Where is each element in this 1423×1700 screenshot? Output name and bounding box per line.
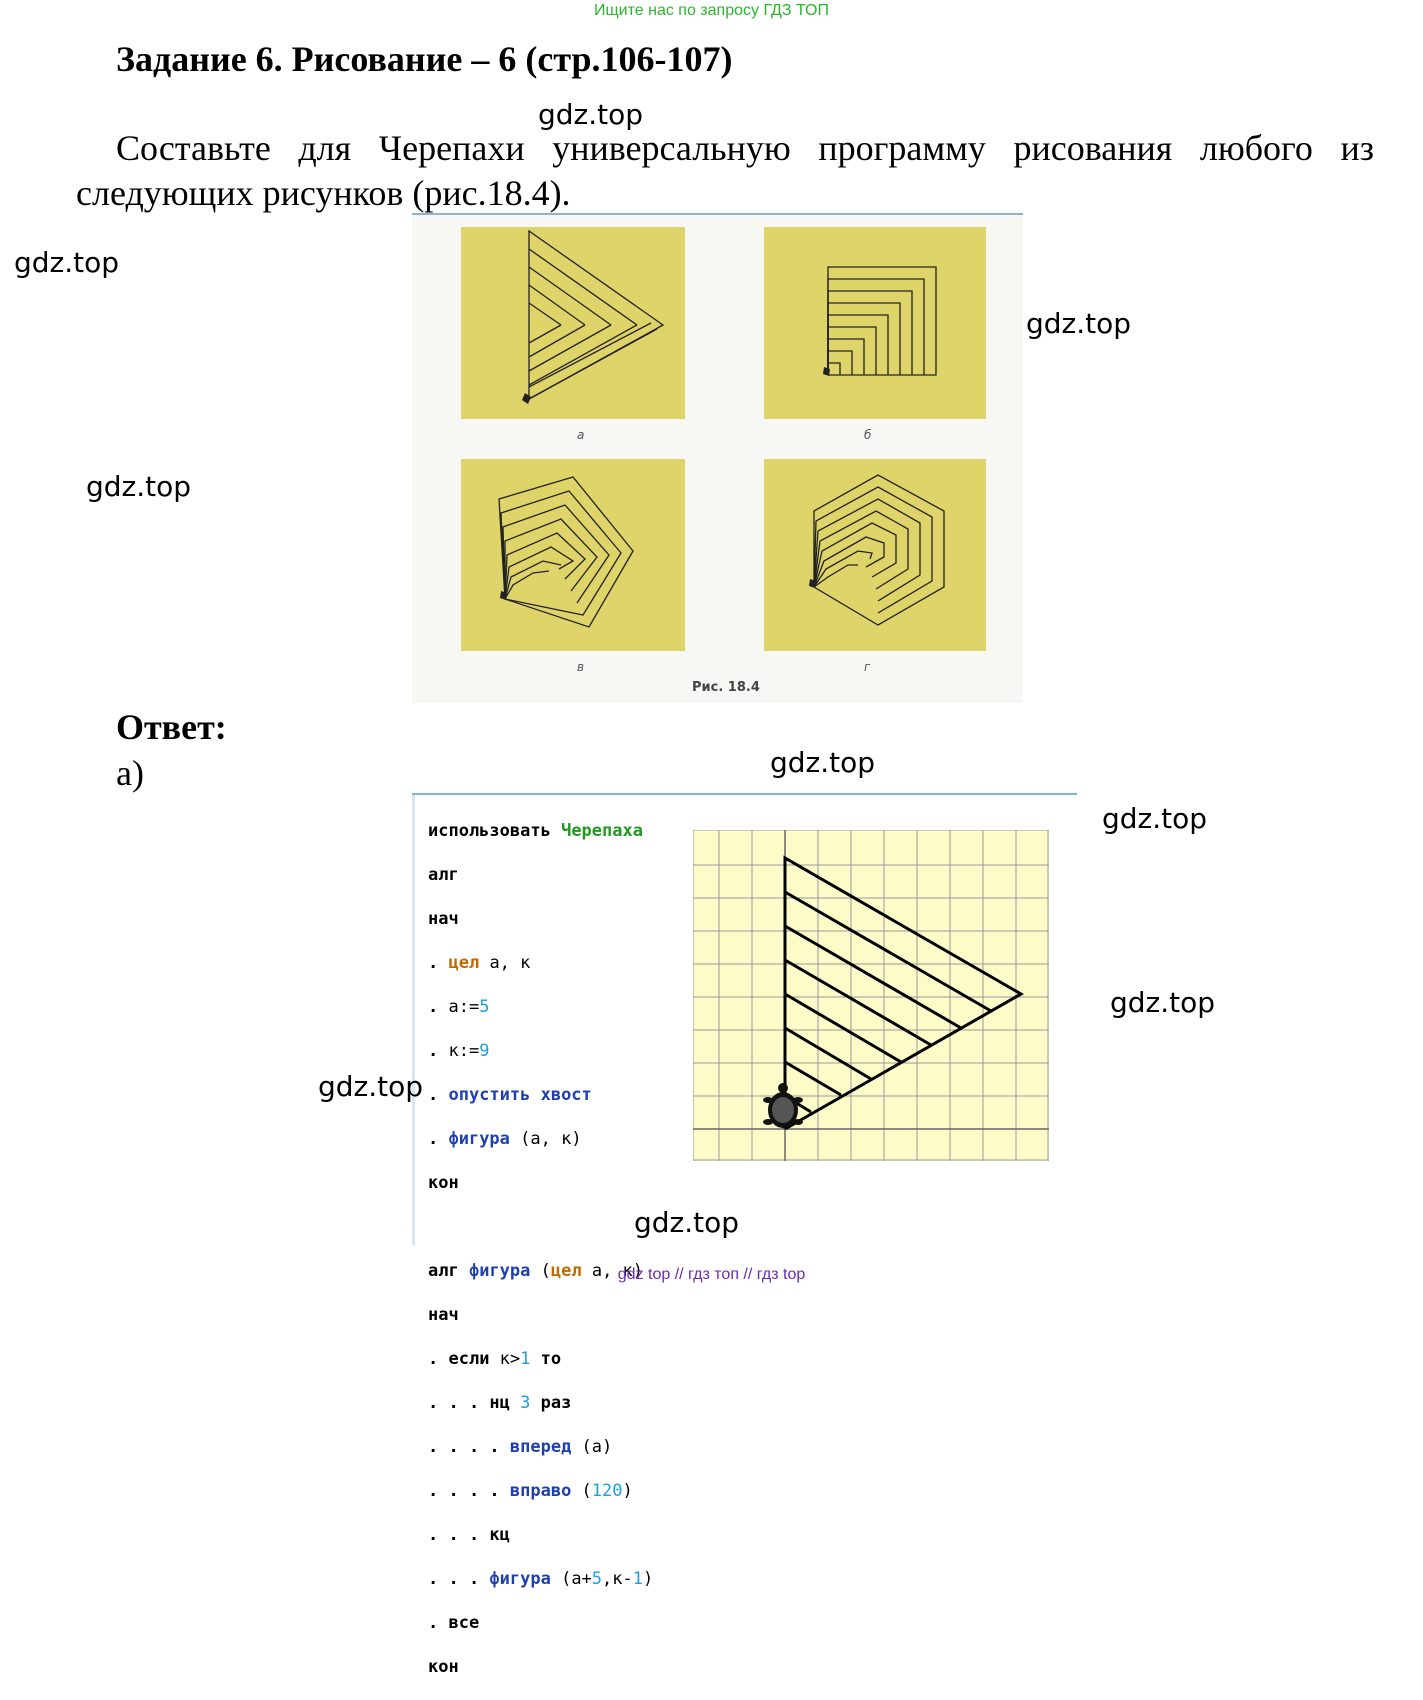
hexagon-spiral-drawing xyxy=(809,474,945,626)
code-command: фигура xyxy=(468,1261,531,1281)
code-keyword: нц xyxy=(489,1393,510,1413)
code-indent: . xyxy=(428,997,449,1017)
code-indent: . xyxy=(428,1613,449,1633)
code-keyword: алг xyxy=(428,1261,459,1281)
watermark: gdz.top xyxy=(1110,986,1216,1019)
code-indent: . . . . xyxy=(428,1437,510,1457)
code-number: 5 xyxy=(591,1569,603,1589)
figure-label-b: б xyxy=(864,428,872,442)
triangle-spiral-drawing xyxy=(522,229,665,404)
code-keyword: нач xyxy=(428,909,459,929)
watermark: gdz.top xyxy=(1026,307,1132,340)
turtle-icon xyxy=(763,1083,803,1128)
figure-label-g: г xyxy=(864,660,871,674)
code-text: ) xyxy=(643,1569,654,1589)
code-text: а, к xyxy=(479,953,531,973)
task-title: Задание 6. Рисование – 6 (стр.106-107) xyxy=(116,39,733,79)
code-keyword: использовать xyxy=(428,821,551,841)
code-indent: . xyxy=(428,1129,449,1149)
code-text: к:= xyxy=(448,1041,480,1061)
square-spiral-drawing xyxy=(823,266,937,376)
code-command: фигура xyxy=(448,1129,510,1149)
code-number: 3 xyxy=(520,1393,531,1413)
code-indent: . . . . xyxy=(428,1481,510,1501)
code-number: 5 xyxy=(479,997,490,1017)
code-text: ( xyxy=(571,1481,592,1501)
watermark: gdz.top xyxy=(538,98,644,131)
watermark: gdz.top xyxy=(634,1206,740,1239)
code-indent: . . . xyxy=(428,1569,490,1589)
code-indent: . xyxy=(428,1349,449,1369)
code-module: Черепаха xyxy=(561,821,643,841)
code-indent: . . . xyxy=(428,1393,490,1413)
code-indent: . xyxy=(428,1085,449,1105)
code-command: фигура xyxy=(489,1569,551,1589)
pentagon-spiral-drawing xyxy=(498,476,634,628)
figure-panel-a xyxy=(461,227,685,419)
code-keyword: алг xyxy=(428,865,459,885)
code-keyword: все xyxy=(448,1613,480,1633)
code-top-rule xyxy=(412,793,1077,795)
figure-label-v: в xyxy=(577,660,585,674)
task-text-line2: следующих рисунков (рис.18.4). xyxy=(76,173,571,213)
code-text: к> xyxy=(489,1349,521,1369)
watermark: gdz.top xyxy=(86,470,192,503)
code-type: цел xyxy=(448,953,480,973)
task-text-line1: Составьте для Черепахи универсальную про… xyxy=(116,128,1374,168)
part-label-a: а) xyxy=(116,753,144,793)
code-keyword: то xyxy=(530,1349,562,1369)
watermark: gdz.top xyxy=(1102,802,1208,835)
code-command: вперед xyxy=(509,1437,572,1457)
answer-heading: Ответ: xyxy=(116,707,227,747)
watermark: gdz.top xyxy=(770,746,876,779)
code-type: цел xyxy=(550,1261,582,1281)
code-keyword: кц xyxy=(489,1525,510,1545)
code-indent: . . . xyxy=(428,1525,490,1545)
figure-panel-v xyxy=(461,459,685,651)
code-text: а, к) xyxy=(581,1261,644,1281)
code-number: 1 xyxy=(632,1569,644,1589)
code-listing: использовать Черепаха алг нач . цел а, к… xyxy=(428,798,653,1700)
figure-caption: Рис. 18.4 xyxy=(692,680,760,695)
watermark: gdz.top xyxy=(318,1070,424,1103)
top-banner: Ищите нас по запросу ГДЗ ТОП xyxy=(594,2,829,19)
code-text: (а, к) xyxy=(509,1129,582,1149)
code-keyword: кон xyxy=(428,1657,459,1677)
code-text: ,к- xyxy=(602,1569,633,1589)
code-keyword: раз xyxy=(530,1393,572,1413)
bottom-banner: gdz top // гдз топ // гдз top xyxy=(617,1266,806,1283)
code-number: 9 xyxy=(479,1041,490,1061)
code-command: вправо xyxy=(509,1481,572,1501)
code-text: ( xyxy=(530,1261,551,1281)
figure-panel-g xyxy=(764,459,986,651)
figure-top-rule xyxy=(412,213,1023,215)
code-keyword: кон xyxy=(428,1173,459,1193)
code-text: ) xyxy=(622,1481,633,1501)
code-left-rule xyxy=(412,795,415,1245)
figure-panel-b xyxy=(764,227,986,419)
code-text: (а) xyxy=(571,1437,613,1457)
turtle-drawing xyxy=(692,829,1049,1161)
code-keyword: нач xyxy=(428,1305,459,1325)
code-text xyxy=(510,1393,520,1413)
code-command: опустить хвост xyxy=(448,1085,592,1105)
turtle-output-canvas xyxy=(692,829,1049,1161)
code-indent: . xyxy=(428,1041,449,1061)
code-text: (а+ xyxy=(550,1569,592,1589)
code-keyword: если xyxy=(448,1349,490,1369)
figure-label-a: а xyxy=(577,428,585,442)
code-text: а:= xyxy=(448,997,480,1017)
code-number: 120 xyxy=(591,1481,623,1501)
watermark: gdz.top xyxy=(14,246,120,279)
code-indent: . xyxy=(428,953,449,973)
code-number: 1 xyxy=(520,1349,531,1369)
